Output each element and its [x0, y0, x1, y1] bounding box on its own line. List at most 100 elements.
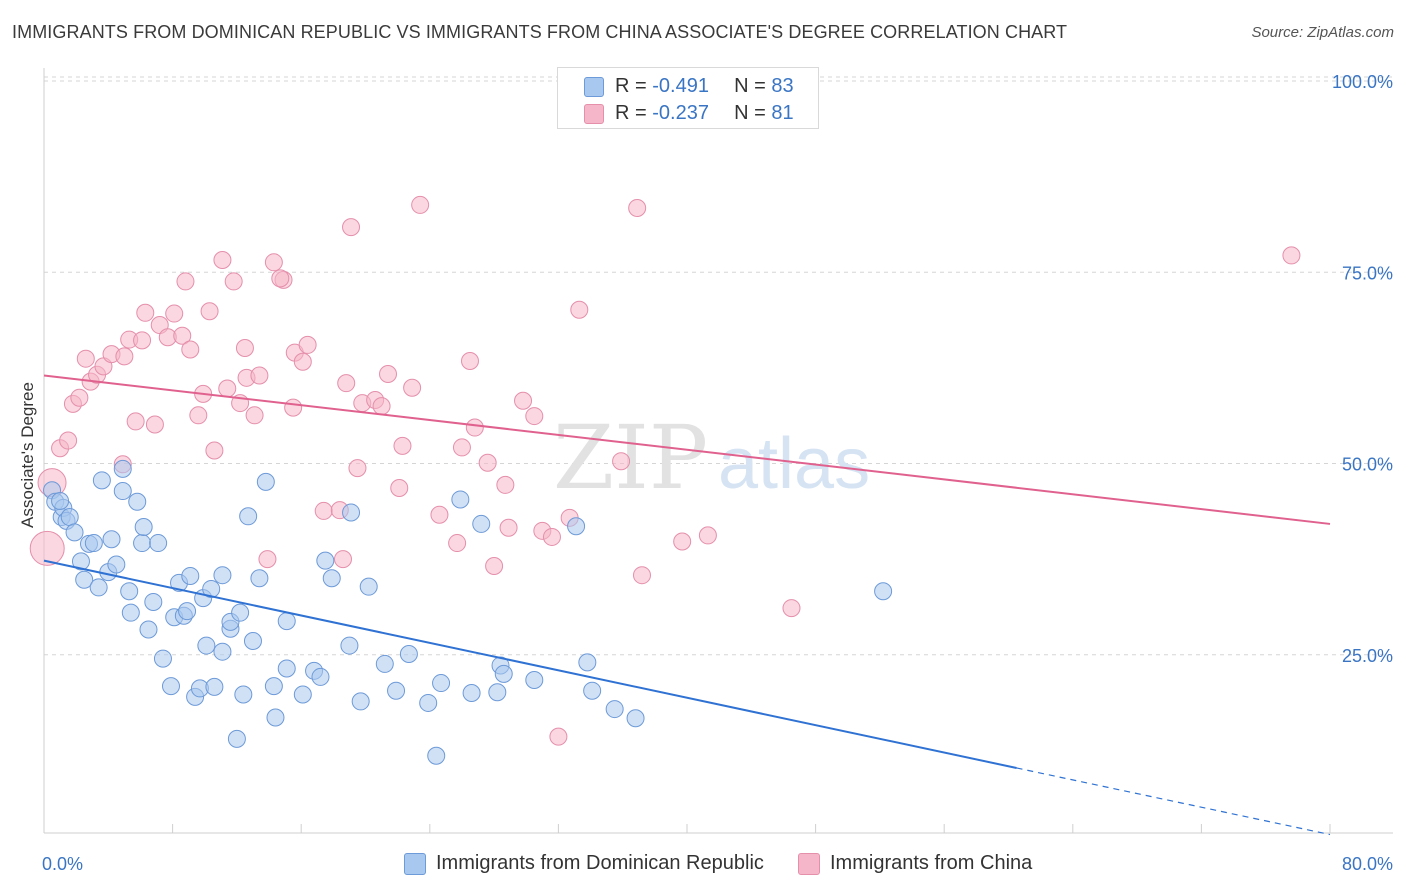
series-dominican-points — [43, 459, 893, 765]
data-point-china — [200, 302, 219, 321]
source-label: Source: ZipAtlas.com — [1251, 24, 1394, 41]
bottom-legend-label-china: Immigrants from China — [830, 852, 1033, 874]
r-value-dominican: -0.491 — [652, 75, 709, 97]
data-point-dominican — [567, 517, 586, 536]
data-point-dominican — [75, 570, 94, 589]
data-point-china — [390, 478, 409, 497]
y-tick-label: 100.0% — [1332, 72, 1393, 92]
data-point-china — [698, 526, 717, 545]
data-point-dominican — [181, 566, 200, 585]
data-point-china — [258, 550, 277, 569]
bottom-legend-swatch-blue — [404, 853, 426, 875]
data-point-dominican — [359, 577, 378, 596]
r-label: R = — [615, 102, 653, 124]
data-point-china — [76, 349, 95, 368]
data-point-china — [126, 412, 145, 431]
data-point-dominican — [239, 507, 258, 526]
data-point-china — [245, 406, 264, 425]
y-tick-labels: 25.0% 50.0% 75.0% 100.0% — [1332, 72, 1393, 666]
data-point-dominican — [451, 490, 470, 509]
data-point-dominican — [256, 472, 275, 491]
data-point-dominican — [427, 746, 446, 765]
trend-line-china — [43, 374, 1331, 525]
data-point-dominican — [121, 603, 140, 622]
data-point-china — [181, 340, 200, 359]
data-point-china — [673, 532, 692, 551]
data-point-china — [235, 338, 254, 357]
r-label: R = — [615, 75, 653, 97]
data-point-china — [59, 431, 78, 450]
data-point-dominican — [65, 523, 84, 542]
data-point-dominican — [387, 681, 406, 700]
y-axis-label: Associate's Degree — [18, 382, 37, 528]
data-point-dominican — [494, 664, 513, 683]
data-point-china — [333, 550, 352, 569]
data-point-china — [478, 453, 497, 472]
y-tick-label: 25.0% — [1342, 646, 1393, 666]
data-point-china — [379, 364, 398, 383]
watermark-zip: ZIP — [553, 406, 708, 509]
data-point-dominican — [84, 534, 103, 553]
data-point-china — [264, 253, 283, 272]
n-value-dominican: 83 — [771, 75, 794, 97]
data-point-china — [173, 326, 192, 345]
data-point-china — [213, 251, 232, 270]
trend-lines — [43, 374, 1331, 836]
data-point-china — [496, 475, 515, 494]
data-point-dominican — [133, 534, 152, 553]
data-point-dominican — [311, 667, 330, 686]
data-point-dominican — [178, 602, 197, 621]
data-point-dominican — [375, 654, 394, 673]
data-point-china — [393, 436, 412, 455]
data-point-china — [271, 269, 290, 288]
data-point-dominican — [525, 670, 544, 689]
r-value-china: -0.237 — [652, 102, 709, 124]
data-point-dominican — [51, 491, 70, 510]
data-point-dominican — [277, 612, 296, 631]
data-point-china — [411, 195, 430, 214]
data-point-dominican — [153, 649, 172, 668]
data-point-dominican — [113, 482, 132, 501]
data-point-china — [348, 459, 367, 478]
bottom-legend-swatch-pink — [798, 853, 820, 875]
data-point-dominican — [197, 636, 216, 655]
data-point-dominican — [322, 569, 341, 588]
data-point-china — [224, 272, 243, 291]
watermark-atlas: atlas — [718, 424, 870, 504]
trend-line-dominican — [43, 559, 1017, 769]
data-point-china — [205, 441, 224, 460]
data-point-china — [189, 406, 208, 425]
data-point-dominican — [605, 700, 624, 719]
data-point-china — [29, 530, 65, 566]
data-point-dominican — [227, 729, 246, 748]
data-point-dominican — [60, 508, 79, 527]
data-point-china — [342, 218, 361, 237]
data-point-china — [403, 378, 422, 397]
x-tick-label: 80.0% — [1342, 854, 1393, 874]
chart-title: IMMIGRANTS FROM DOMINICAN REPUBLIC VS IM… — [12, 22, 1068, 42]
data-point-dominican — [583, 681, 602, 700]
watermark: ZIP atlas — [553, 406, 870, 509]
x-tick-label: 0.0% — [42, 854, 83, 874]
data-point-dominican — [213, 642, 232, 661]
data-point-dominican — [205, 677, 224, 696]
data-point-china — [448, 534, 467, 553]
data-point-china — [542, 527, 561, 546]
data-point-china — [145, 415, 164, 434]
n-label: N = — [734, 75, 772, 97]
data-point-dominican — [293, 685, 312, 704]
data-point-dominican — [231, 603, 250, 622]
data-point-dominican — [578, 653, 597, 672]
data-point-china — [782, 599, 801, 618]
data-point-china — [485, 557, 504, 576]
data-point-china — [570, 300, 589, 319]
data-point-dominican — [250, 569, 269, 588]
data-point-dominican — [399, 644, 418, 663]
data-point-dominican — [71, 552, 90, 571]
n-label: N = — [734, 102, 772, 124]
data-point-china — [165, 304, 184, 323]
data-point-dominican — [92, 471, 111, 490]
n-value-china: 81 — [771, 102, 794, 124]
data-point-china — [372, 397, 391, 416]
